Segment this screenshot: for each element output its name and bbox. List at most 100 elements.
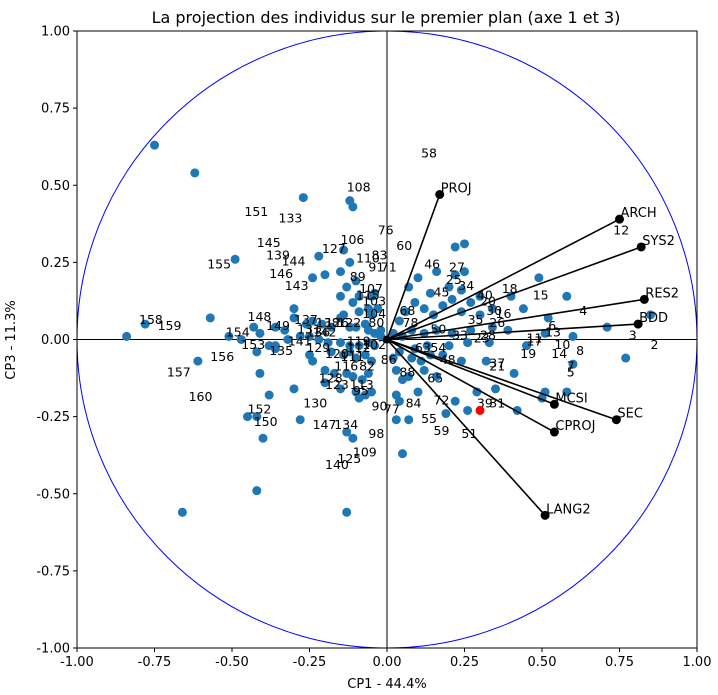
individual-point [438, 301, 448, 311]
individual-point [230, 254, 240, 264]
individual-label: 131 [297, 321, 321, 336]
variable-label: ARCH [621, 206, 657, 221]
individual-point [441, 409, 451, 419]
variable-endpoint [639, 294, 649, 304]
individual-point [475, 291, 485, 301]
individual-label: 115 [356, 287, 380, 302]
individual-point [264, 390, 274, 400]
individual-point [289, 384, 299, 394]
x-tick-label: 0.25 [450, 655, 479, 670]
individual-label: 120 [325, 346, 349, 361]
individual-point [317, 319, 327, 329]
variable-label: PROJ [441, 182, 472, 197]
individual-point [450, 242, 460, 252]
individual-label: 107 [359, 281, 383, 296]
variable-vector [386, 338, 546, 516]
individual-label: 155 [207, 257, 231, 272]
highlight-point [475, 405, 485, 415]
variable-endpoint [435, 190, 445, 200]
individual-label: 119 [347, 334, 371, 349]
individual-point [562, 387, 572, 397]
individual-point [463, 338, 473, 348]
individual-label: 55 [421, 411, 437, 426]
individual-point [475, 310, 485, 320]
x-tick-label: -0.25 [293, 655, 327, 670]
individual-point [444, 282, 454, 292]
variable-label: CPROJ [555, 419, 595, 434]
individual-point [329, 368, 339, 378]
individual-point [450, 270, 460, 280]
individual-point [391, 390, 401, 400]
individual-point [351, 353, 361, 363]
individual-point [342, 507, 352, 517]
individual-label: 84 [406, 395, 422, 410]
individual-point [354, 291, 364, 301]
individual-label: 19 [520, 346, 536, 361]
individual-label: 159 [158, 318, 182, 333]
individual-point [481, 356, 491, 366]
individual-label: 34 [458, 278, 474, 293]
individual-point [394, 316, 404, 326]
individual-label: 83 [372, 247, 388, 262]
individual-point [602, 322, 612, 332]
individual-label: 138 [316, 315, 340, 330]
individual-label: 153 [241, 337, 265, 352]
individual-point [345, 257, 355, 267]
individual-point [348, 202, 358, 212]
individual-label: 109 [353, 445, 377, 460]
individual-point [388, 353, 398, 363]
individual-point [336, 267, 345, 277]
individual-label: 30 [486, 303, 502, 318]
individual-label: 141 [288, 334, 312, 349]
individual-point [298, 193, 308, 203]
individual-point [491, 384, 500, 394]
individual-point [410, 297, 420, 307]
individual-label: 82 [359, 358, 375, 373]
individual-label: 88 [399, 365, 415, 380]
individual-point [336, 338, 345, 348]
individual-point [484, 338, 494, 348]
individual-point [456, 356, 466, 366]
individual-point [401, 307, 411, 317]
individual-point [270, 322, 280, 332]
individual-label: 77 [384, 402, 400, 417]
y-tick-label: 0.50 [41, 179, 70, 194]
individual-label: 148 [248, 309, 272, 324]
individual-point [419, 365, 429, 375]
individual-label: 91 [368, 260, 384, 275]
individual-label: 27 [449, 260, 465, 275]
variable-label: BDD [639, 311, 668, 326]
individual-point [419, 304, 429, 314]
individual-label: 142 [313, 324, 337, 339]
individual-label: 6 [548, 318, 556, 333]
individual-point [308, 273, 318, 283]
individual-label: 143 [285, 278, 309, 293]
individual-label: 2 [651, 337, 659, 352]
individual-point [360, 350, 370, 360]
individual-label: 95 [353, 383, 369, 398]
individual-label: 14 [551, 346, 567, 361]
individual-label: 60 [396, 238, 412, 253]
variable-endpoint [636, 242, 646, 252]
individual-label: 137 [294, 312, 318, 327]
individual-point [460, 239, 469, 249]
variable-endpoint [615, 214, 624, 224]
individual-label: 108 [347, 179, 371, 194]
individual-point [450, 396, 460, 406]
individual-label: 149 [266, 318, 290, 333]
variable-endpoint [549, 427, 559, 437]
individual-point [422, 341, 432, 351]
individual-label: 104 [362, 306, 386, 321]
x-tick-label: -0.50 [215, 655, 249, 670]
individual-point [398, 375, 407, 385]
individual-point [376, 331, 386, 341]
individual-point [339, 245, 349, 255]
individual-point [621, 353, 631, 363]
individual-point [367, 387, 376, 397]
individual-label: 125 [337, 451, 361, 466]
individual-point [249, 322, 259, 332]
individual-label: 158 [139, 312, 163, 327]
individual-label: 139 [266, 247, 290, 262]
individual-label: 145 [257, 235, 281, 250]
individual-point [487, 304, 497, 314]
